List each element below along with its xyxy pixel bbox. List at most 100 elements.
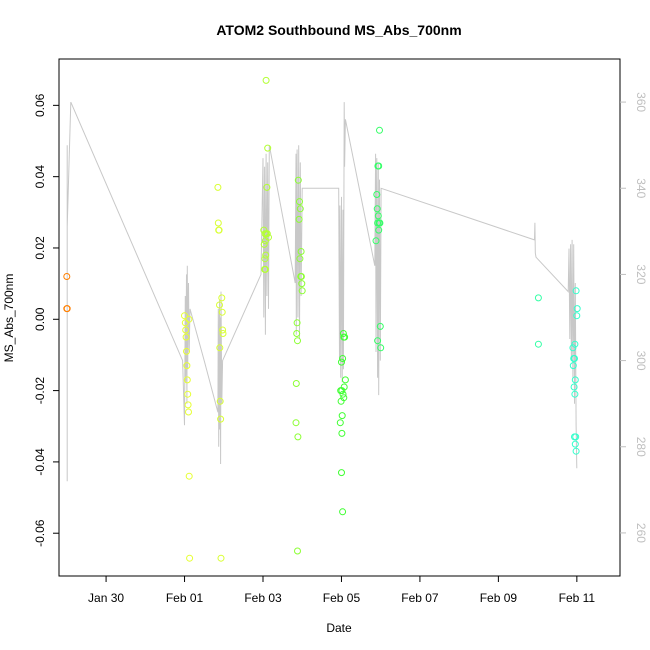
y2-tick-label: 320 bbox=[634, 264, 648, 284]
data-point bbox=[216, 397, 224, 405]
plot-frame bbox=[58, 58, 621, 577]
right-y-axis: 260 280 300 320 340 360 bbox=[620, 92, 648, 543]
data-point bbox=[375, 162, 383, 170]
x-tick-label: Feb 03 bbox=[244, 591, 282, 605]
data-point bbox=[376, 219, 384, 227]
points-layer bbox=[63, 76, 581, 562]
data-point bbox=[294, 547, 301, 555]
data-point bbox=[373, 191, 381, 198]
data-point bbox=[218, 308, 226, 316]
y2-tick-label: 340 bbox=[634, 178, 648, 198]
data-point bbox=[341, 333, 349, 341]
data-point bbox=[340, 383, 348, 391]
data-point bbox=[296, 205, 304, 213]
data-point bbox=[216, 344, 224, 352]
data-point bbox=[374, 337, 382, 345]
data-point bbox=[376, 322, 384, 330]
data-point bbox=[294, 337, 301, 345]
data-point bbox=[337, 397, 345, 405]
data-point bbox=[218, 294, 226, 302]
data-point bbox=[293, 330, 301, 337]
data-point bbox=[569, 344, 577, 352]
data-point bbox=[339, 390, 347, 398]
data-point bbox=[376, 126, 383, 134]
data-point bbox=[185, 315, 193, 323]
y-tick-label: -0.06 bbox=[33, 519, 47, 547]
data-point bbox=[292, 419, 300, 427]
series-line bbox=[66, 101, 578, 482]
x-tick-label: Feb 07 bbox=[401, 591, 439, 605]
y-tick-label: -0.02 bbox=[33, 377, 47, 405]
data-point bbox=[375, 226, 383, 234]
data-point bbox=[186, 554, 194, 562]
y2-tick-label: 300 bbox=[634, 351, 648, 371]
data-point bbox=[569, 362, 577, 370]
data-point bbox=[373, 205, 381, 213]
data-point bbox=[292, 380, 300, 387]
data-point bbox=[298, 280, 306, 288]
data-point bbox=[63, 305, 71, 313]
data-point bbox=[185, 472, 193, 480]
data-point bbox=[571, 433, 578, 441]
data-point bbox=[297, 248, 305, 255]
data-point bbox=[298, 287, 306, 295]
data-point bbox=[338, 387, 346, 395]
data-point bbox=[264, 144, 272, 152]
data-point bbox=[260, 240, 268, 248]
data-point bbox=[219, 326, 227, 334]
y2-tick-label: 260 bbox=[634, 523, 648, 543]
data-point bbox=[219, 330, 227, 337]
y2-tick-label: 360 bbox=[634, 92, 648, 112]
data-point bbox=[261, 237, 269, 245]
data-point bbox=[534, 340, 542, 348]
data-point bbox=[181, 312, 188, 320]
data-point bbox=[372, 237, 380, 245]
data-point bbox=[261, 265, 269, 273]
y-axis: -0.06 -0.04 -0.02 0.00 0.02 0.04 0.06 bbox=[33, 93, 59, 547]
y-tick-label: 0.04 bbox=[33, 165, 47, 189]
y2-tick-label: 280 bbox=[634, 437, 648, 457]
data-point bbox=[374, 212, 382, 220]
data-point bbox=[339, 355, 347, 362]
x-tick-label: Feb 05 bbox=[323, 591, 361, 605]
data-point bbox=[294, 433, 302, 441]
data-point bbox=[182, 326, 190, 334]
data-point bbox=[377, 344, 385, 352]
data-point bbox=[261, 255, 269, 263]
data-point bbox=[260, 226, 268, 234]
data-point bbox=[182, 333, 190, 341]
data-point bbox=[217, 415, 225, 423]
data-point bbox=[573, 305, 581, 313]
data-point bbox=[184, 390, 192, 398]
data-point bbox=[339, 508, 347, 516]
x-axis: Jan 30 Feb 01 Feb 03 Feb 05 Feb 07 Feb 09 Feb … bbox=[88, 576, 595, 605]
data-point bbox=[338, 358, 345, 366]
y-tick-label: 0.00 bbox=[33, 307, 47, 331]
data-point bbox=[341, 376, 349, 384]
line-layer bbox=[66, 101, 578, 482]
data-point bbox=[571, 376, 579, 384]
data-point bbox=[572, 447, 580, 455]
data-point bbox=[216, 301, 223, 309]
data-point bbox=[571, 390, 579, 398]
y-axis-label: MS_Abs_700nm bbox=[2, 274, 16, 363]
data-point bbox=[215, 226, 223, 234]
chart-title: ATOM2 Southbound MS_Abs_700nm bbox=[216, 22, 461, 38]
data-point bbox=[294, 176, 302, 184]
x-axis-label: Date bbox=[326, 621, 352, 635]
data-point bbox=[184, 401, 192, 409]
data-point bbox=[296, 198, 303, 206]
data-point bbox=[336, 419, 344, 427]
data-point bbox=[296, 255, 304, 263]
data-point bbox=[573, 312, 581, 320]
data-point bbox=[263, 183, 271, 191]
x-tick-label: Feb 11 bbox=[559, 591, 596, 605]
data-point bbox=[338, 412, 346, 420]
data-point bbox=[295, 215, 303, 223]
data-point bbox=[63, 273, 71, 280]
data-point bbox=[338, 429, 346, 437]
data-point bbox=[571, 340, 579, 348]
data-point bbox=[183, 376, 191, 384]
data-point bbox=[297, 273, 305, 280]
